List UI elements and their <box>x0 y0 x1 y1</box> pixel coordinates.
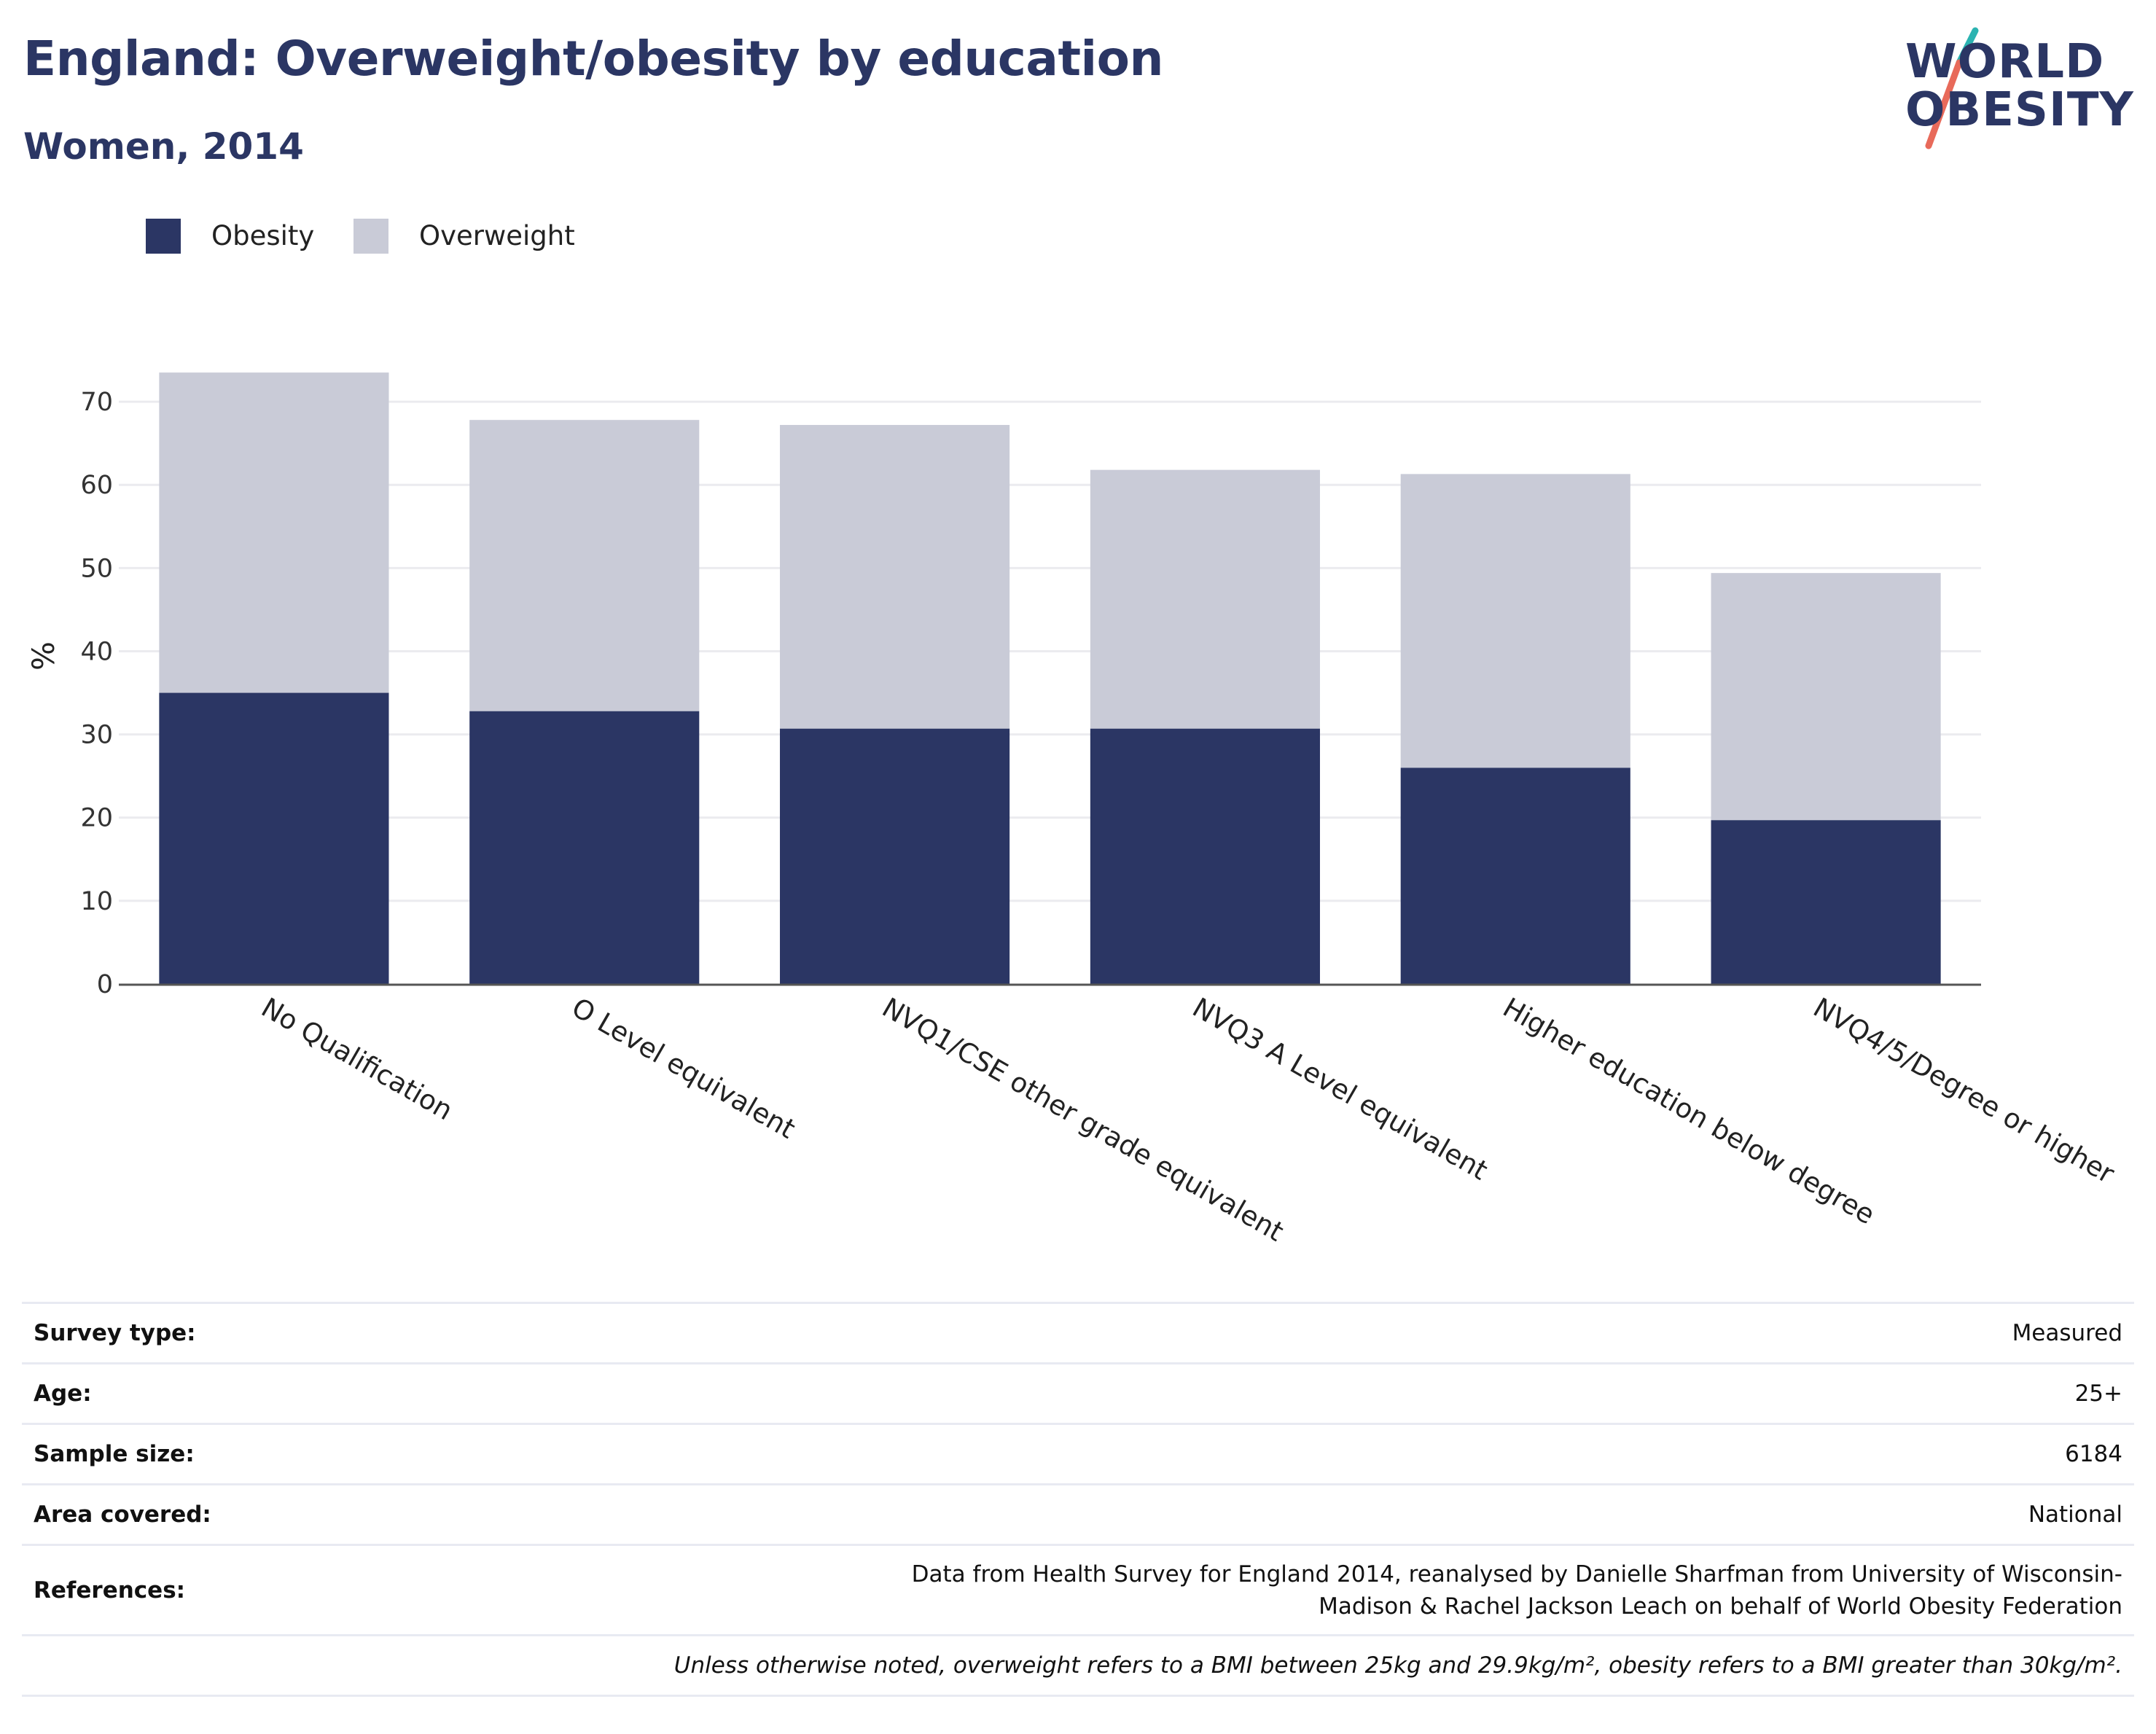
bar-overweight-1 <box>159 372 389 693</box>
info-row-age: Age: 25+ <box>22 1362 2134 1424</box>
info-row-area-covered: Area covered: National <box>22 1483 2134 1545</box>
bar-obesity-3 <box>780 728 1010 984</box>
info-key: References: <box>22 1544 483 1636</box>
chart-subtitle: Women, 2014 <box>23 125 304 168</box>
info-row-note: Unless otherwise noted, overweight refer… <box>22 1634 2134 1697</box>
bar-overweight-4 <box>1090 469 1320 729</box>
x-tick-label: NVQ3 A Level equivalent <box>1187 992 1493 1187</box>
y-tick-label: 40 <box>80 637 113 666</box>
chart-title: England: Overweight/obesity by education <box>23 31 1163 87</box>
bar-obesity-4 <box>1090 728 1320 984</box>
y-axis-title: % <box>26 641 61 671</box>
info-row-sample-size: Sample size: 6184 <box>22 1423 2134 1485</box>
bar-obesity-6 <box>1711 820 1941 984</box>
info-table: Survey type: Measured Age: 25+ Sample si… <box>22 1302 2134 1697</box>
info-key: Age: <box>22 1362 483 1424</box>
bar-overweight-5 <box>1400 474 1630 768</box>
info-value: 25+ <box>483 1362 2134 1424</box>
y-tick-label: 70 <box>80 388 113 417</box>
definition-note: Unless otherwise noted, overweight refer… <box>22 1634 2134 1697</box>
y-tick-label: 20 <box>80 804 113 833</box>
info-key: Survey type: <box>22 1302 483 1364</box>
x-tick-label: NVQ4/5/Degree or higher <box>1808 992 2120 1190</box>
y-tick-label: 30 <box>80 721 113 750</box>
info-value: Measured <box>483 1302 2134 1364</box>
info-row-references: References: Data from Health Survey for … <box>22 1544 2134 1636</box>
y-tick-label: 50 <box>80 554 113 583</box>
bar-obesity-2 <box>469 711 700 984</box>
x-tick-label: O Level equivalent <box>566 992 800 1145</box>
info-key: Area covered: <box>22 1483 483 1545</box>
bar-chart: 0 10 20 30 40 50 60 70% No Qualification O Level … <box>26 372 2120 1248</box>
bar-overweight-3 <box>780 425 1010 729</box>
info-value: National <box>483 1483 2134 1545</box>
bar-overweight-2 <box>469 420 700 711</box>
bar-obesity-1 <box>159 692 389 984</box>
y-tick-label: 10 <box>80 887 113 916</box>
legend-swatch-overweight <box>354 219 388 254</box>
legend-label-obesity: Obesity <box>211 220 315 251</box>
info-key: Sample size: <box>22 1423 483 1485</box>
legend-swatch-obesity <box>146 219 181 254</box>
bar-obesity-5 <box>1400 768 1630 984</box>
y-tick-label: 0 <box>97 970 113 999</box>
x-tick-label: Higher education below degree <box>1498 992 1880 1231</box>
world-obesity-logo: WORLD OBESITY <box>1895 22 2143 153</box>
info-value: Data from Health Survey for England 2014… <box>483 1544 2134 1636</box>
info-value: 6184 <box>483 1423 2134 1485</box>
logo-slash-icon <box>1925 27 1979 149</box>
logo-text-line1: WORLD <box>1905 35 2105 89</box>
x-tick-label: No Qualification <box>256 992 458 1127</box>
legend-label-overweight: Overweight <box>419 220 575 251</box>
bar-overweight-6 <box>1711 573 1941 821</box>
logo-text-line2: OBESITY <box>1905 83 2134 137</box>
info-row-survey-type: Survey type: Measured <box>22 1302 2134 1364</box>
y-tick-label: 60 <box>80 471 113 500</box>
